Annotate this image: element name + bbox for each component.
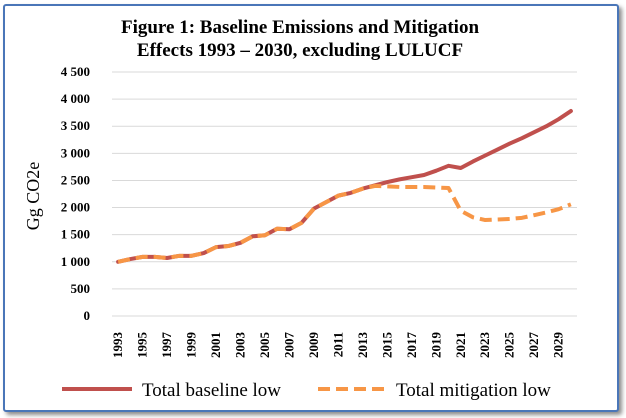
x-tick-label: 2023 — [477, 332, 492, 359]
y-axis-ticks: 0 500 1 000 1 500 2 000 2 500 3 000 3 500 4 000 4… — [61, 64, 90, 323]
chart-title-line-2: Effects 1993 – 2030, excluding LULUCF — [136, 40, 464, 61]
x-tick-label: 2009 — [306, 332, 321, 359]
y-tick-label: 1 500 — [61, 227, 90, 242]
y-tick-label: 3 500 — [61, 118, 90, 133]
y-tick-label: 3 000 — [61, 145, 90, 160]
x-tick-label: 2029 — [551, 332, 566, 359]
series-lines — [116, 109, 573, 264]
legend-label-2: Total mitigation low — [396, 380, 551, 401]
x-tick-label: 2007 — [281, 332, 296, 359]
series-line-2 — [117, 183, 572, 264]
x-tick-label: 2013 — [355, 332, 370, 359]
y-tick-label: 2 500 — [61, 172, 90, 187]
x-tick-label: 1999 — [184, 332, 199, 359]
x-tick-label: 2011 — [330, 332, 345, 357]
y-tick-label: 4 000 — [61, 91, 90, 106]
x-tick-label: 2019 — [428, 332, 443, 359]
x-tick-label: 2015 — [379, 332, 394, 359]
y-tick-label: 1 000 — [61, 254, 90, 269]
y-axis-label: Gg CO2e — [23, 162, 43, 231]
x-tick-label: 2001 — [208, 332, 223, 358]
series-line-1 — [116, 109, 573, 264]
legend: Total baseline low Total mitigation low — [62, 380, 551, 401]
x-tick-label: 2005 — [257, 332, 272, 359]
y-tick-label: 4 500 — [61, 64, 90, 79]
x-tick-label: 2027 — [526, 332, 541, 359]
x-tick-label: 2021 — [453, 332, 468, 358]
chart-title: Figure 1: Baseline Emissions and Mitigat… — [60, 16, 540, 62]
x-tick-label: 2025 — [502, 332, 517, 359]
y-tick-label: 2 000 — [61, 200, 90, 215]
x-tick-label: 1993 — [110, 332, 125, 359]
x-tick-label: 2017 — [404, 332, 419, 359]
x-tick-label: 2003 — [232, 332, 247, 359]
gridlines — [112, 71, 577, 317]
y-tick-label: 500 — [71, 281, 91, 296]
x-axis-ticks: 1993 1995 1997 1999 2001 2003 2005 2007 2009 2011… — [110, 332, 566, 359]
x-tick-label: 1995 — [135, 332, 150, 359]
chart-title-line-1: Figure 1: Baseline Emissions and Mitigat… — [120, 17, 480, 38]
legend-label-1: Total baseline low — [142, 380, 281, 401]
x-tick-label: 1997 — [159, 332, 174, 359]
y-tick-label: 0 — [84, 308, 91, 323]
